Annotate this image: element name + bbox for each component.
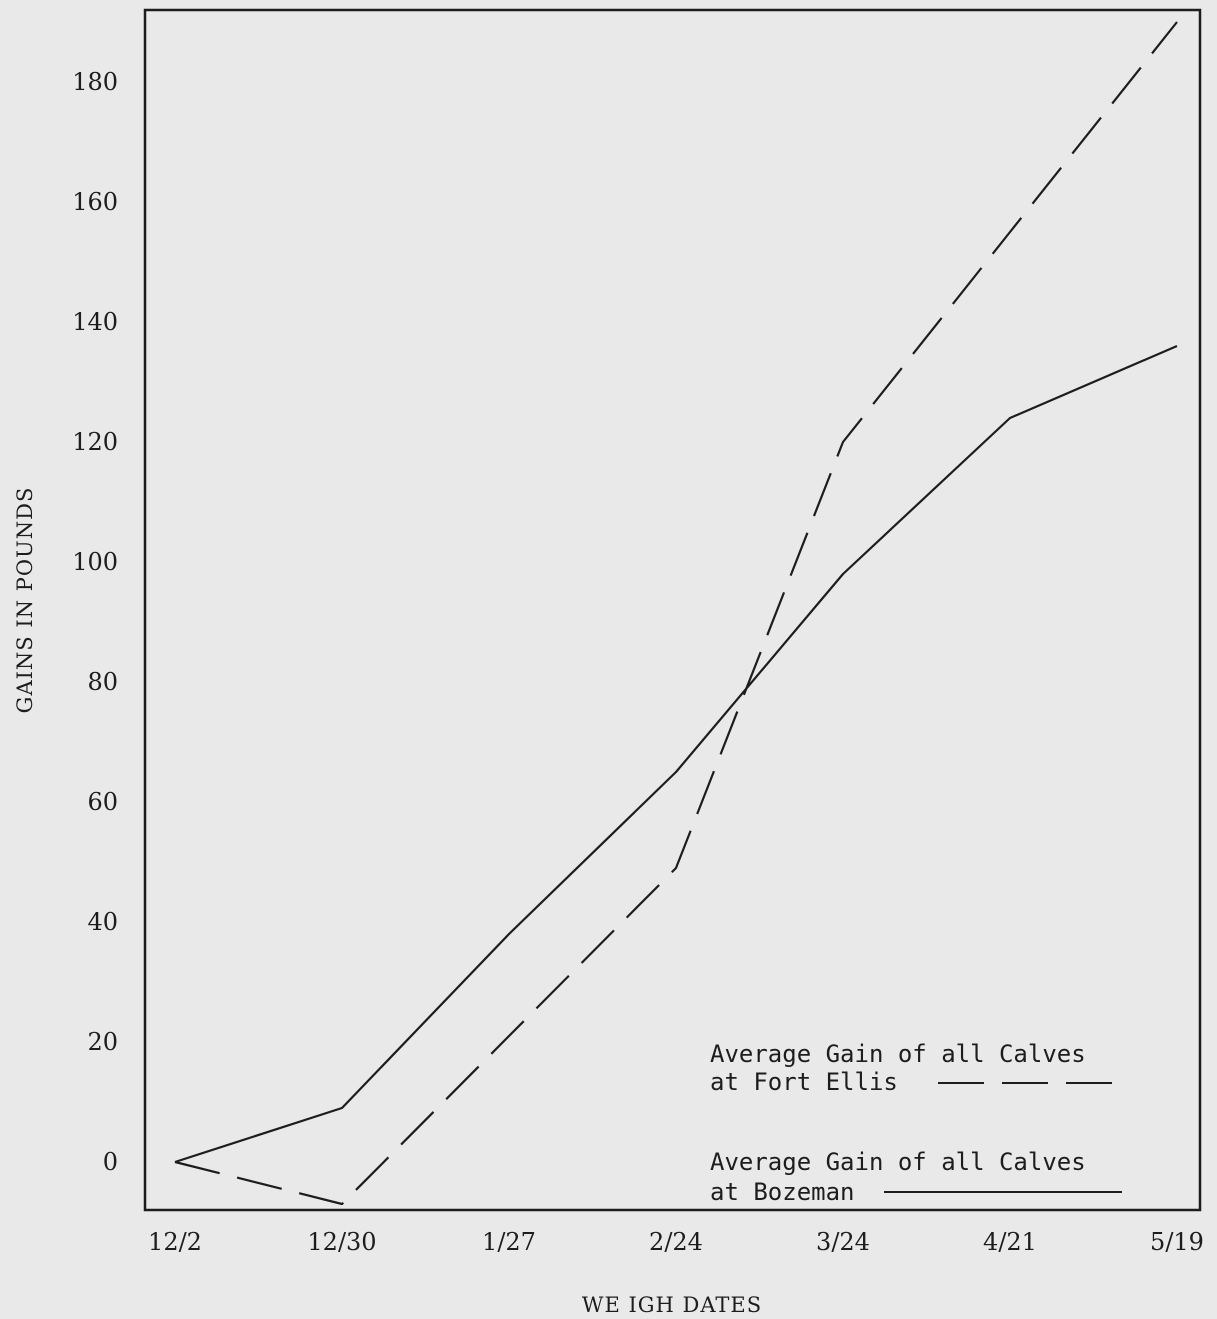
x-tick-label: 2/24	[649, 1228, 703, 1256]
x-tick-label: 12/2	[148, 1228, 202, 1256]
legend-label-fort-ellis-line2: at Fort Ellis	[710, 1068, 898, 1096]
y-tick-label: 140	[72, 308, 118, 336]
plot-frame	[143, 8, 1202, 1212]
x-axis-title: WE IGH DATES	[582, 1293, 762, 1317]
y-tick-label: 160	[72, 188, 118, 216]
y-tick-label: 180	[72, 68, 118, 96]
y-tick-label: 20	[87, 1028, 118, 1056]
y-tick-label: 100	[72, 548, 118, 576]
x-axis-ticks: 12/2 12/30 1/27 2/24 3/24 4/21 5/19	[148, 1228, 1204, 1256]
x-tick-label: 12/30	[307, 1228, 376, 1256]
y-tick-label: 60	[87, 788, 118, 816]
legend-label-fort-ellis-line1: Average Gain of all Calves	[710, 1040, 1086, 1068]
legend: Average Gain of all Calves at Fort Ellis…	[710, 1040, 1122, 1206]
x-tick-label: 4/21	[983, 1228, 1037, 1256]
y-tick-label: 0	[103, 1148, 118, 1176]
legend-label-bozeman-line1: Average Gain of all Calves	[710, 1148, 1086, 1176]
series-layer	[174, 21, 1178, 1206]
y-tick-label: 80	[87, 668, 118, 696]
x-tick-label: 1/27	[482, 1228, 536, 1256]
series-line-bozeman	[174, 344, 1178, 1164]
series-line-fort-ellis	[174, 21, 1178, 1206]
y-axis-ticks: 0 20 40 60 80 100 120 140 160 180	[72, 68, 118, 1176]
y-axis-title: GAINS IN POUNDS	[13, 487, 37, 714]
x-tick-label: 3/24	[816, 1228, 870, 1256]
legend-label-bozeman-line2: at Bozeman	[710, 1178, 855, 1206]
x-tick-label: 5/19	[1150, 1228, 1204, 1256]
y-tick-label: 120	[72, 428, 118, 456]
y-tick-label: 40	[87, 908, 118, 936]
